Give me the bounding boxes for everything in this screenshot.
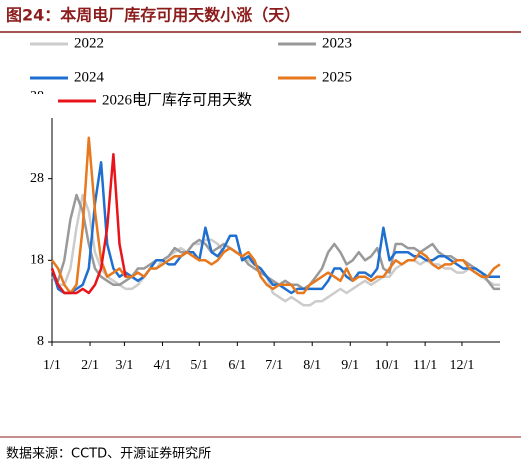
x-tick-label: 9/1 [341, 358, 359, 373]
series-line [51, 193, 500, 291]
y-tick-label: 8 [37, 334, 44, 349]
y-tick-label: 28 [30, 171, 44, 186]
legend-label: 2023 [322, 35, 352, 51]
legend-label: 2024 [74, 69, 105, 85]
x-tick-label: 6/1 [228, 358, 246, 373]
x-tick-label: 10/1 [375, 358, 400, 373]
x-tick-label: 11/1 [413, 358, 437, 373]
series-line [50, 161, 500, 295]
series-line [50, 152, 127, 295]
y-tick-label: 18 [30, 253, 44, 268]
x-tick-label: 7/1 [265, 358, 283, 373]
x-tick-label: 5/1 [190, 358, 208, 373]
x-tick-label: 8/1 [303, 358, 321, 373]
series-line [50, 136, 501, 295]
series-line [51, 193, 500, 307]
legend-label: 2025 [322, 69, 352, 85]
x-tick-label: 1/1 [43, 358, 61, 373]
source: 数据来源：CCTD、开源证券研究所 [6, 446, 211, 462]
legend-label: 2026电厂库存可用天数 [102, 91, 252, 108]
chart-title: 图24：本周电厂库存可用天数小涨（天） [6, 6, 300, 25]
x-tick-label: 12/1 [450, 358, 475, 373]
legend-label: 2022 [74, 35, 104, 51]
x-tick-label: 3/1 [115, 358, 133, 373]
legend-background [22, 94, 262, 118]
x-tick-label: 4/1 [154, 358, 172, 373]
x-tick-label: 2/1 [81, 358, 99, 373]
